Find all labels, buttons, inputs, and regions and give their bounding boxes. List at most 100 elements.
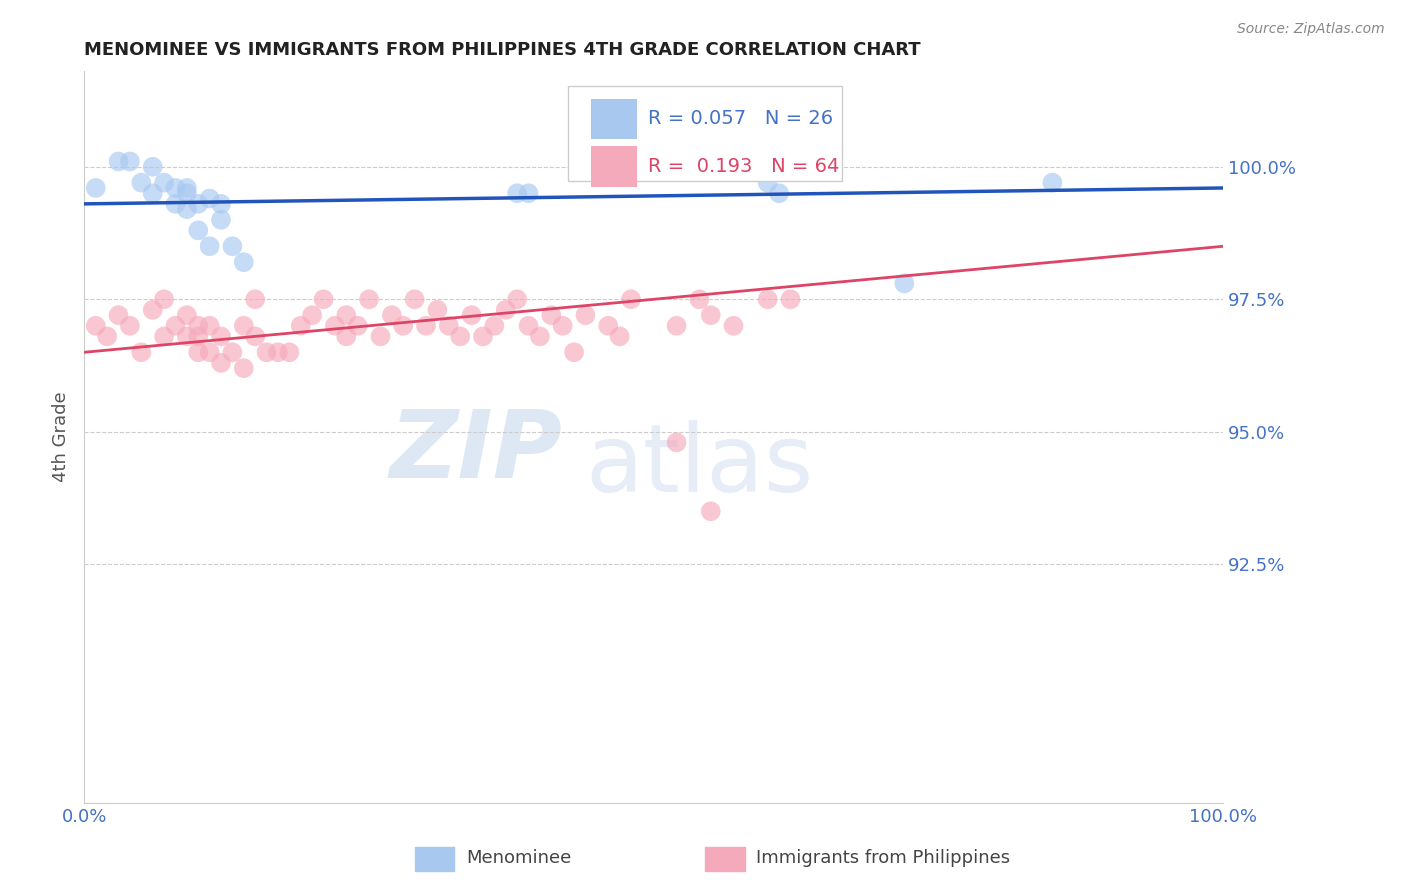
Text: Menominee: Menominee	[465, 848, 571, 867]
Text: Immigrants from Philippines: Immigrants from Philippines	[756, 848, 1011, 867]
Point	[187, 329, 209, 343]
Point	[346, 318, 368, 333]
Point	[359, 293, 381, 307]
Point	[278, 345, 301, 359]
Point	[1042, 176, 1064, 190]
Point	[540, 308, 562, 322]
Point	[142, 160, 165, 174]
Point	[506, 186, 529, 201]
Point	[256, 345, 278, 359]
Point	[415, 318, 437, 333]
Point	[221, 239, 243, 253]
Text: MENOMINEE VS IMMIGRANTS FROM PHILIPPINES 4TH GRADE CORRELATION CHART: MENOMINEE VS IMMIGRANTS FROM PHILIPPINES…	[84, 41, 921, 59]
Point	[381, 308, 404, 322]
Point	[551, 318, 574, 333]
Point	[131, 345, 153, 359]
Point	[96, 329, 118, 343]
Point	[437, 318, 460, 333]
Y-axis label: 4th Grade: 4th Grade	[52, 392, 70, 483]
Point	[323, 318, 346, 333]
FancyBboxPatch shape	[704, 847, 745, 871]
Point	[245, 329, 267, 343]
Point	[665, 435, 688, 450]
FancyBboxPatch shape	[415, 847, 454, 871]
Point	[426, 302, 449, 317]
Point	[335, 329, 357, 343]
Point	[107, 308, 129, 322]
Point	[517, 318, 540, 333]
Point	[574, 308, 596, 322]
Point	[620, 293, 643, 307]
Point	[221, 345, 243, 359]
Point	[84, 318, 107, 333]
Point	[209, 356, 232, 370]
Point	[301, 308, 323, 322]
Point	[404, 293, 426, 307]
Point	[153, 329, 176, 343]
Point	[449, 329, 471, 343]
Point	[187, 318, 209, 333]
Point	[517, 186, 540, 201]
Point	[460, 308, 482, 322]
Point	[290, 318, 312, 333]
Point	[484, 318, 506, 333]
Point	[209, 197, 232, 211]
Point	[609, 329, 631, 343]
Point	[131, 176, 153, 190]
Point	[153, 176, 176, 190]
Point	[245, 293, 267, 307]
Point	[335, 308, 357, 322]
Point	[176, 329, 198, 343]
Point	[176, 308, 198, 322]
Point	[165, 318, 187, 333]
Point	[232, 361, 254, 376]
Point	[232, 255, 254, 269]
Point	[700, 504, 723, 518]
Point	[370, 329, 392, 343]
Point	[107, 154, 129, 169]
FancyBboxPatch shape	[568, 86, 842, 181]
Point	[700, 308, 723, 322]
Point	[529, 329, 551, 343]
Point	[176, 181, 198, 195]
Point	[209, 212, 232, 227]
FancyBboxPatch shape	[591, 146, 637, 186]
Text: R = 0.057   N = 26: R = 0.057 N = 26	[648, 110, 834, 128]
Point	[176, 202, 198, 216]
Point	[118, 318, 141, 333]
Point	[665, 318, 688, 333]
Point	[142, 186, 165, 201]
Point	[118, 154, 141, 169]
Text: R =  0.193   N = 64: R = 0.193 N = 64	[648, 157, 839, 176]
Point	[187, 223, 209, 237]
Point	[198, 318, 221, 333]
Point	[506, 293, 529, 307]
Point	[562, 345, 585, 359]
Point	[176, 186, 198, 201]
Point	[198, 345, 221, 359]
Point	[165, 197, 187, 211]
Point	[392, 318, 415, 333]
Point	[187, 197, 209, 211]
Point	[198, 192, 221, 206]
Text: atlas: atlas	[585, 420, 814, 512]
Point	[312, 293, 335, 307]
Point	[688, 293, 710, 307]
Point	[153, 293, 176, 307]
Point	[142, 302, 165, 317]
Point	[232, 318, 254, 333]
Point	[198, 239, 221, 253]
Point	[779, 293, 801, 307]
Point	[723, 318, 745, 333]
Text: ZIP: ZIP	[389, 406, 562, 498]
Point	[165, 181, 187, 195]
Point	[495, 302, 517, 317]
Point	[893, 277, 915, 291]
Point	[756, 176, 779, 190]
Point	[472, 329, 495, 343]
Point	[187, 345, 209, 359]
Point	[209, 329, 232, 343]
Point	[84, 181, 107, 195]
FancyBboxPatch shape	[591, 99, 637, 139]
Point	[756, 293, 779, 307]
